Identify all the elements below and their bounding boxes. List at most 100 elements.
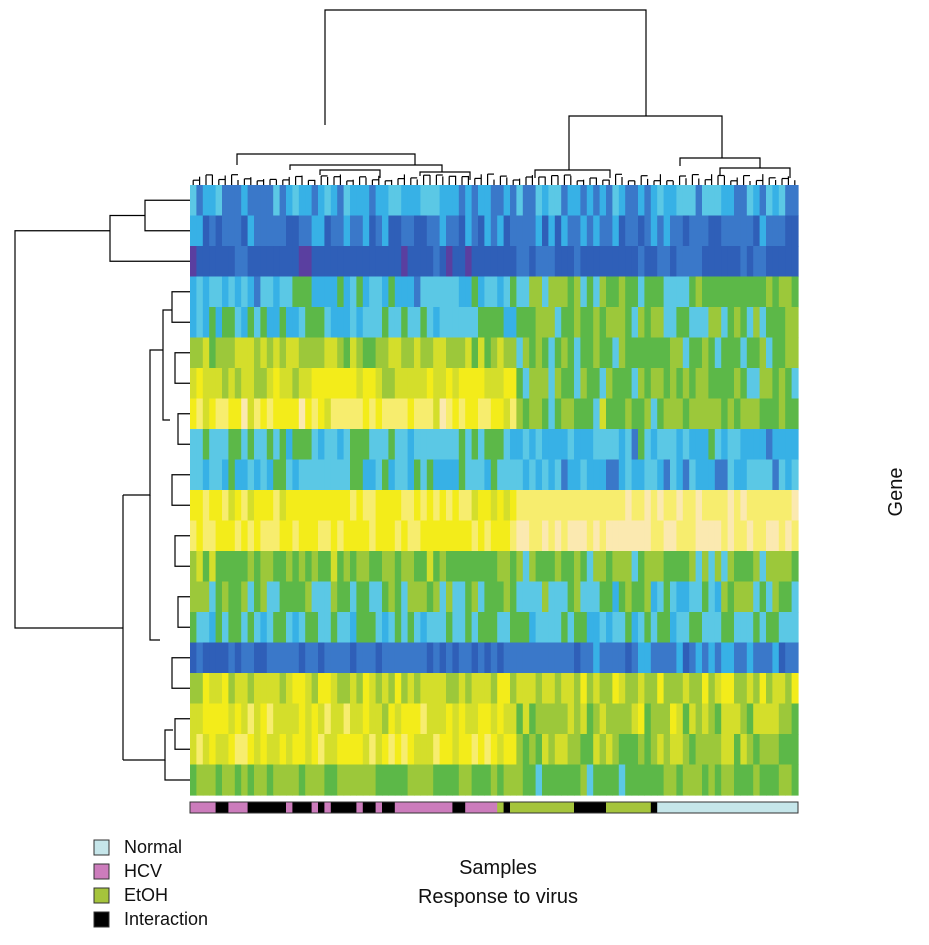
heatmap-cell [727,276,735,308]
heatmap-cell [337,490,345,522]
heatmap-cell [721,368,729,400]
heatmap-cell [702,490,709,522]
heatmap-cell [292,429,300,461]
heatmap-cell [452,642,460,674]
heatmap-cell [663,490,671,522]
heatmap-cell [260,612,268,644]
heatmap-cell [298,185,306,217]
heatmap-cell [343,337,351,369]
heatmap-cell [356,551,364,583]
heatmap-cell [484,215,492,247]
heatmap-cell [612,673,620,705]
heatmap-cell [689,581,697,613]
heatmap-cell [548,337,556,369]
heatmap-cell [657,734,665,766]
heatmap-cell [298,734,306,766]
heatmap-cell [638,703,645,735]
heatmap-cell [273,703,281,735]
heatmap-cell [734,398,741,430]
heatmap-cell [510,276,517,308]
heatmap-cell [350,276,357,308]
heatmap-cell [785,673,793,705]
heatmap-cell [337,276,345,308]
heatmap-cell [586,703,594,735]
heatmap-cell [606,703,613,735]
heatmap-cell [746,398,754,430]
heatmap-cell [222,307,229,339]
heatmap-cell [714,215,722,247]
heatmap-cell [452,398,460,430]
heatmap-cell [554,612,562,644]
heatmap-cell [234,246,242,278]
heatmap-cell [433,398,441,430]
heatmap-cell [535,764,543,796]
heatmap-cell [305,307,313,339]
heatmap-cell [753,398,761,430]
heatmap-cell [561,276,569,308]
heatmap-cell [625,429,633,461]
heatmap-cell [471,764,479,796]
heatmap-cell [516,520,524,552]
heatmap-cell [343,368,351,400]
heatmap-cell [791,703,799,735]
heatmap-cell [190,673,197,705]
heatmap-cell [740,307,748,339]
heatmap-cell [318,185,325,217]
heatmap-cell [682,459,690,491]
heatmap-cell [638,337,645,369]
heatmap-cell [593,307,601,339]
heatmap-cell [465,673,473,705]
heatmap-cell [452,337,460,369]
heatmap-cell [778,703,786,735]
heatmap-cell [330,429,338,461]
heatmap-cell [490,307,498,339]
heatmap-cell [215,612,223,644]
heatmap-cell [746,459,754,491]
heatmap-cell [702,185,709,217]
heatmap-cell [599,276,607,308]
heatmap-cell [324,185,332,217]
heatmap-cell [202,459,210,491]
heatmap-cell [548,246,556,278]
heatmap-cell [740,398,748,430]
heatmap-cell [228,459,236,491]
heatmap-cell [414,429,421,461]
heatmap-cell [337,764,345,796]
heatmap-cell [772,276,780,308]
heatmap-cell [535,429,543,461]
heatmap-cell [574,215,581,247]
heatmap-cell [247,368,255,400]
heatmap-cell [362,612,370,644]
heatmap-cell [497,337,505,369]
heatmap-cell [484,581,492,613]
heatmap-cell [209,490,217,522]
heatmap-cell [580,368,588,400]
heatmap-cell [234,368,242,400]
heatmap-cell [791,612,799,644]
heatmap-cell [234,703,242,735]
heatmap-cell [452,307,460,339]
heatmap-cell [465,429,473,461]
heatmap-cell [260,764,268,796]
heatmap-cell [215,459,223,491]
heatmap-cell [362,276,370,308]
heatmap-cell [631,764,639,796]
heatmap-cell [330,215,338,247]
heatmap-cell [439,551,447,583]
heatmap-cell [266,551,274,583]
heatmap-cell [702,246,709,278]
heatmap-cell [241,307,249,339]
heatmap-cell [375,246,383,278]
dendrogram-link [236,153,416,165]
heatmap-cell [676,337,684,369]
heatmap-cell [625,490,633,522]
heatmap-cell [414,368,421,400]
heatmap-cell [727,764,735,796]
heatmap-cell [394,551,402,583]
heatmap-cell [644,429,652,461]
heatmap-cell [452,368,460,400]
heatmap-cell [446,764,453,796]
heatmap-cell [439,581,447,613]
heatmap-cell [337,673,345,705]
heatmap-cell [324,551,332,583]
